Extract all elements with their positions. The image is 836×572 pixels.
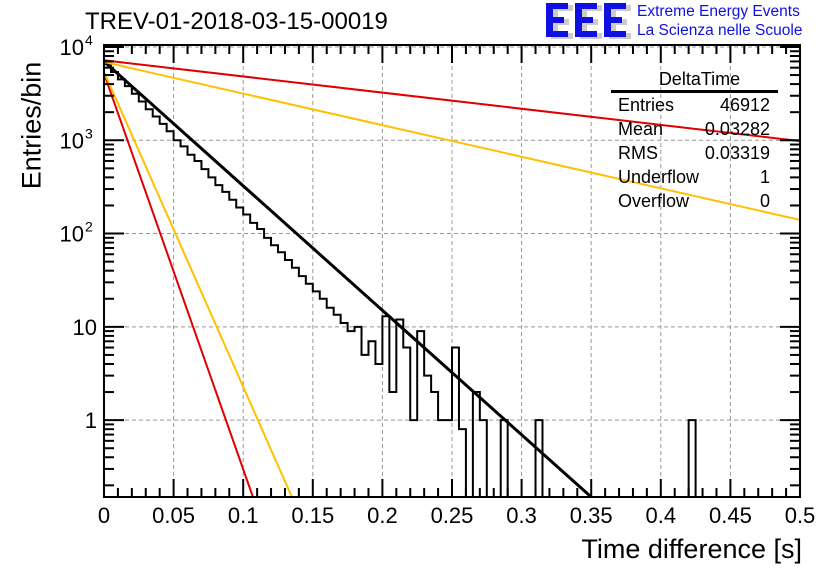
y-tick-exponent: 3: [85, 125, 93, 141]
x-tick-label: 0.5: [785, 503, 816, 528]
fit-lines: [104, 59, 800, 497]
series-red-steep: [104, 73, 254, 497]
x-tick-label: 0.45: [709, 503, 752, 528]
stats-value: 0: [759, 191, 770, 211]
stats-row-overflow: Overflow 0: [611, 189, 778, 213]
stats-title: DeltaTime: [611, 69, 778, 93]
logo-letters: [546, 3, 626, 37]
stats-label: Overflow: [618, 191, 690, 211]
stats-row-mean: Mean 0.03282: [611, 117, 778, 141]
x-tick-label: 0.4: [646, 503, 677, 528]
y-tick-label: 10: [60, 35, 84, 60]
grid: [104, 45, 800, 497]
stats-value: 0.03319: [704, 143, 770, 163]
y-axis-label: Entries/bin: [16, 61, 47, 190]
stats-row-underflow: Underflow 1: [611, 165, 778, 189]
series-fit: [104, 60, 593, 497]
stats-value: 46912: [719, 95, 770, 115]
x-tick-label: 0.3: [506, 503, 537, 528]
series-yellow-steep: [104, 71, 293, 497]
y-tick-label: 1: [85, 408, 97, 433]
chart-title: TREV-01-2018-03-15-00019: [85, 8, 388, 35]
stats-row-entries: Entries 46912: [611, 93, 778, 117]
y-tick-label: 10: [60, 128, 84, 153]
stats-label: RMS: [618, 143, 658, 163]
x-tick-label: 0.05: [152, 503, 195, 528]
logo-line-2: La Scienza nelle Scuole: [637, 22, 803, 39]
series-red-shallow: [104, 59, 800, 143]
x-tick-labels: 0 0.05 0.1 0.15 0.2 0.25 0.3 0.35 0.4 0.45 0.5: [98, 503, 815, 528]
stats-value: 1: [759, 167, 770, 187]
x-axis-label: Time difference [s]: [581, 534, 802, 564]
stats-value: 0.03282: [704, 119, 770, 139]
x-tick-label: 0.25: [431, 503, 474, 528]
x-tick-label: 0.15: [291, 503, 334, 528]
series-yellow-shallow: [104, 61, 800, 221]
y-tick-label: 10: [73, 315, 97, 340]
y-tick-exponent: 2: [85, 219, 93, 235]
x-tick-label: 0.35: [570, 503, 613, 528]
stats-label: Underflow: [618, 167, 700, 187]
x-tick-label: 0.2: [367, 503, 398, 528]
stats-row-rms: RMS 0.03319: [611, 141, 778, 165]
stats-label: Entries: [618, 95, 675, 115]
eee-logo: [546, 3, 631, 39]
y-tick-label: 10: [60, 222, 84, 247]
stats-label: Mean: [618, 119, 664, 139]
axes: [103, 44, 801, 498]
logo-line-1: Extreme Energy Events: [637, 3, 800, 20]
stats-box: DeltaTime Entries 46912 Mean 0.03282 RMS 0.…: [611, 69, 778, 213]
x-tick-label: 0: [98, 503, 110, 528]
logo-text: Extreme Energy Events La Scienza nelle S…: [637, 2, 802, 40]
x-tick-label: 0.1: [228, 503, 259, 528]
y-tick-exponent: 4: [85, 32, 93, 48]
